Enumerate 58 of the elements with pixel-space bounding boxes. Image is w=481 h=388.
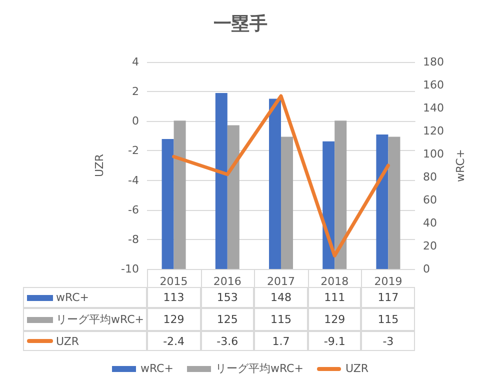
legend-label: リーグ平均wRC+ bbox=[56, 312, 144, 327]
data-label: 113 bbox=[147, 287, 201, 308]
data-label: -3.6 bbox=[200, 331, 254, 351]
y2-tick-label: 0 bbox=[423, 262, 430, 276]
y2-axis-title: wRC+ bbox=[454, 149, 467, 182]
y2-tick-label: 60 bbox=[423, 194, 437, 206]
data-label: 129 bbox=[308, 308, 362, 331]
y2-tick-label: 100 bbox=[423, 148, 444, 160]
legend-label: wRC+ bbox=[56, 291, 89, 304]
bar bbox=[334, 120, 347, 269]
y-tick-label: -2 bbox=[128, 144, 139, 158]
data-label: 1.7 bbox=[254, 331, 308, 351]
data-label: 129 bbox=[147, 308, 201, 331]
bar bbox=[376, 134, 388, 269]
line-series bbox=[172, 94, 390, 258]
bar bbox=[269, 98, 281, 269]
y2-tick-label: 80 bbox=[423, 170, 437, 184]
y2-tick-label: 20 bbox=[423, 240, 437, 252]
data-label: -3 bbox=[361, 331, 415, 351]
data-label: -2.4 bbox=[147, 331, 201, 351]
y-tick-label: -4 bbox=[128, 174, 139, 187]
data-label: 111 bbox=[308, 287, 362, 308]
data-label: 148 bbox=[254, 287, 308, 308]
y-tick-label: 4 bbox=[132, 56, 139, 68]
chart-title: 一塁手 bbox=[214, 14, 268, 34]
data-label: 117 bbox=[361, 287, 415, 308]
bar bbox=[388, 136, 400, 269]
legend-label: UZR bbox=[345, 362, 369, 375]
y2-tick-label: 180 bbox=[423, 56, 444, 68]
data-label: -9.1 bbox=[308, 331, 362, 351]
y2-tick-label: 140 bbox=[423, 102, 444, 114]
y-tick-label: -10 bbox=[121, 262, 139, 276]
x-tick-label: 2016 bbox=[213, 275, 242, 288]
x-tick-label: 2017 bbox=[267, 275, 295, 288]
x-tick-label: 2015 bbox=[160, 275, 188, 288]
bar bbox=[281, 136, 293, 269]
data-label: 115 bbox=[361, 308, 415, 331]
bar bbox=[227, 125, 240, 269]
y-tick-label: 2 bbox=[132, 85, 139, 98]
y-axis-title: UZR bbox=[93, 154, 106, 178]
y-tick-label: -8 bbox=[128, 232, 139, 246]
bar bbox=[162, 139, 174, 269]
data-label: 125 bbox=[200, 308, 254, 331]
text: UZR bbox=[56, 334, 80, 348]
x-tick-label: 2018 bbox=[320, 275, 349, 288]
x-tick-label: 2019 bbox=[374, 275, 402, 288]
text: リーグ平均wRC+ bbox=[215, 362, 304, 375]
y2-tick-label: 40 bbox=[423, 216, 437, 230]
bar bbox=[322, 141, 335, 269]
y-tick-label: 0 bbox=[132, 114, 139, 128]
y2-tick-label: 120 bbox=[423, 124, 444, 138]
bar bbox=[174, 120, 186, 269]
y2-tick-label: 160 bbox=[423, 78, 444, 92]
data-label: 153 bbox=[200, 287, 254, 308]
y-tick-label: -6 bbox=[128, 203, 139, 216]
text: wRC+ bbox=[140, 362, 174, 375]
bar bbox=[215, 93, 228, 269]
data-label: 115 bbox=[254, 308, 308, 331]
